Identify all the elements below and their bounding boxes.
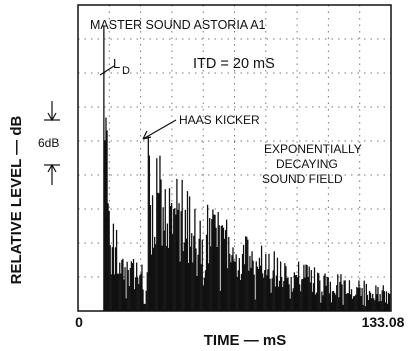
x-axis-label: TIME — mS xyxy=(204,332,287,349)
x-tick-label-start: 0 xyxy=(75,314,83,330)
chart-subtitle: ITD = 20 mS xyxy=(193,56,275,72)
scale-marker: 6dB xyxy=(38,101,60,185)
direct-label-subscript: D xyxy=(122,65,130,77)
kicker-label-leader xyxy=(143,120,176,139)
direct-label: L xyxy=(113,56,120,71)
field-annotation-line2: DECAYING xyxy=(276,157,338,171)
field-annotation-line3: SOUND FIELD xyxy=(262,172,343,186)
x-tick-label-end: 133.08 xyxy=(362,314,405,330)
scale-marker-label: 6dB xyxy=(38,136,59,150)
field-annotation-line1: EXPONENTIALLY xyxy=(264,142,362,156)
chart-title: MASTER SOUND ASTORIA A1 xyxy=(90,18,266,32)
direct-label-leader xyxy=(100,66,114,75)
kicker-label: HAAS KICKER xyxy=(179,113,260,127)
y-axis-label: RELATIVE LEVEL — dB xyxy=(8,116,25,285)
